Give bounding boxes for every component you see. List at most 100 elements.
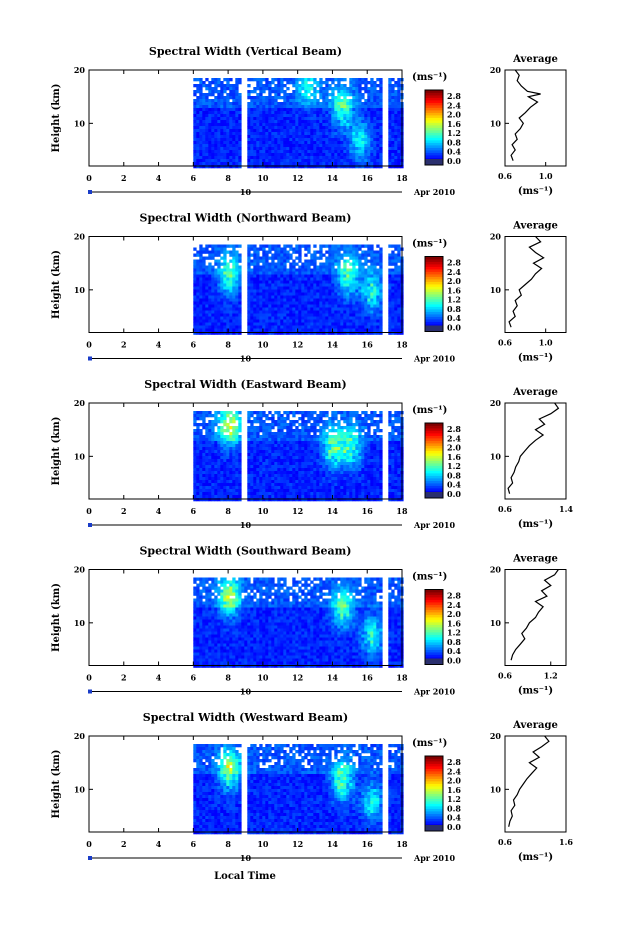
heatmap-cell bbox=[256, 259, 260, 263]
heatmap-cell bbox=[376, 105, 380, 109]
heatmap-cell bbox=[250, 108, 254, 112]
heatmap-cell bbox=[292, 280, 296, 284]
heatmap-cell bbox=[235, 102, 239, 106]
heatmap-cell bbox=[268, 144, 272, 148]
heatmap-cell bbox=[319, 325, 323, 329]
heatmap-cell bbox=[325, 141, 329, 145]
heatmap-cell bbox=[334, 132, 338, 136]
heatmap-cell bbox=[256, 274, 260, 278]
heatmap-cell bbox=[217, 483, 221, 487]
heatmap-cell bbox=[304, 289, 308, 293]
heatmap-cell bbox=[256, 147, 260, 151]
heatmap-cell bbox=[250, 432, 254, 436]
heatmap-cell bbox=[277, 444, 281, 448]
heatmap-cell bbox=[394, 280, 398, 284]
heatmap-cell bbox=[211, 328, 215, 332]
heatmap-cell bbox=[355, 84, 359, 88]
heatmap-cell bbox=[367, 165, 371, 169]
heatmap-cell bbox=[301, 141, 305, 145]
colorbar-unit: (ms⁻¹) bbox=[412, 72, 447, 83]
heatmap-cell bbox=[355, 298, 359, 302]
heatmap-cell bbox=[334, 244, 338, 248]
heatmap-cell bbox=[310, 456, 314, 460]
heatmap-cell bbox=[289, 78, 293, 82]
heatmap-cell bbox=[352, 313, 356, 317]
heatmap-cell bbox=[295, 432, 299, 436]
heatmap-cell bbox=[223, 135, 227, 139]
heatmap-cell bbox=[349, 295, 353, 299]
heatmap-cell bbox=[304, 322, 308, 326]
heatmap-cell bbox=[286, 283, 290, 287]
heatmap-cell bbox=[277, 411, 281, 415]
heatmap-cell bbox=[376, 271, 380, 275]
heatmap-cell bbox=[277, 319, 281, 323]
heatmap-cell bbox=[346, 120, 350, 124]
heatmap-cell bbox=[373, 295, 377, 299]
heatmap-cell bbox=[352, 90, 356, 94]
heatmap-cell bbox=[283, 462, 287, 466]
heatmap-cell bbox=[346, 111, 350, 115]
heatmap-cell bbox=[211, 295, 215, 299]
heatmap-cell bbox=[220, 498, 224, 502]
heatmap-cell bbox=[355, 253, 359, 257]
heatmap-cell bbox=[205, 114, 209, 118]
heatmap-cell bbox=[253, 498, 257, 502]
avg-x-tick-label: 0.6 bbox=[498, 338, 512, 348]
heatmap-cell bbox=[211, 120, 215, 124]
heatmap-cell bbox=[313, 156, 317, 160]
heatmap-cell bbox=[202, 492, 206, 496]
heatmap-cell bbox=[352, 322, 356, 326]
heatmap-cell bbox=[283, 271, 287, 275]
heatmap-cell bbox=[229, 93, 233, 97]
heatmap-cell bbox=[397, 135, 401, 139]
heatmap-cell bbox=[301, 114, 305, 118]
heatmap-cell bbox=[196, 423, 200, 427]
heatmap-cell bbox=[391, 286, 395, 290]
heatmap-cell bbox=[367, 123, 371, 127]
heatmap-cell bbox=[250, 295, 254, 299]
heatmap-cell bbox=[196, 483, 200, 487]
heatmap-cell bbox=[310, 286, 314, 290]
heatmap-cell bbox=[220, 459, 224, 463]
heatmap-cell bbox=[316, 108, 320, 112]
heatmap-cell bbox=[217, 96, 221, 100]
heatmap-cell bbox=[199, 253, 203, 257]
heatmap-cell bbox=[334, 289, 338, 293]
heatmap-cell bbox=[280, 268, 284, 272]
heatmap-cell bbox=[328, 78, 332, 82]
heatmap-cell bbox=[271, 456, 275, 460]
heatmap-cell bbox=[235, 304, 239, 308]
heatmap-cell bbox=[379, 147, 383, 151]
heatmap-cell bbox=[199, 429, 203, 433]
heatmap-cell bbox=[310, 277, 314, 281]
heatmap-cell bbox=[355, 331, 359, 335]
heatmap-cell bbox=[349, 132, 353, 136]
heatmap-cell bbox=[307, 301, 311, 305]
heatmap-cell bbox=[265, 441, 269, 445]
heatmap-cell bbox=[232, 325, 236, 329]
heatmap-cell bbox=[208, 90, 212, 94]
heatmap-cell bbox=[196, 313, 200, 317]
heatmap-cell bbox=[355, 268, 359, 272]
heatmap-cell bbox=[229, 486, 233, 490]
heatmap-cell bbox=[322, 268, 326, 272]
heatmap-cell bbox=[394, 165, 398, 169]
heatmap-cell bbox=[199, 495, 203, 499]
heatmap-cell bbox=[193, 429, 197, 433]
heatmap-cell bbox=[265, 450, 269, 454]
heatmap-cell bbox=[358, 247, 362, 251]
heatmap-cell bbox=[355, 141, 359, 145]
heatmap-cell bbox=[337, 319, 341, 323]
heatmap-cell bbox=[259, 307, 263, 311]
heatmap-cell bbox=[283, 250, 287, 254]
heatmap-cell bbox=[274, 289, 278, 293]
heatmap-cell bbox=[277, 108, 281, 112]
heatmap-cell bbox=[283, 444, 287, 448]
heatmap-cell bbox=[388, 78, 392, 82]
heatmap-cell bbox=[202, 117, 206, 121]
heatmap-cell bbox=[199, 295, 203, 299]
heatmap-cell bbox=[217, 307, 221, 311]
heatmap-cell bbox=[250, 450, 254, 454]
heatmap-cell bbox=[253, 322, 257, 326]
heatmap-cell bbox=[334, 117, 338, 121]
